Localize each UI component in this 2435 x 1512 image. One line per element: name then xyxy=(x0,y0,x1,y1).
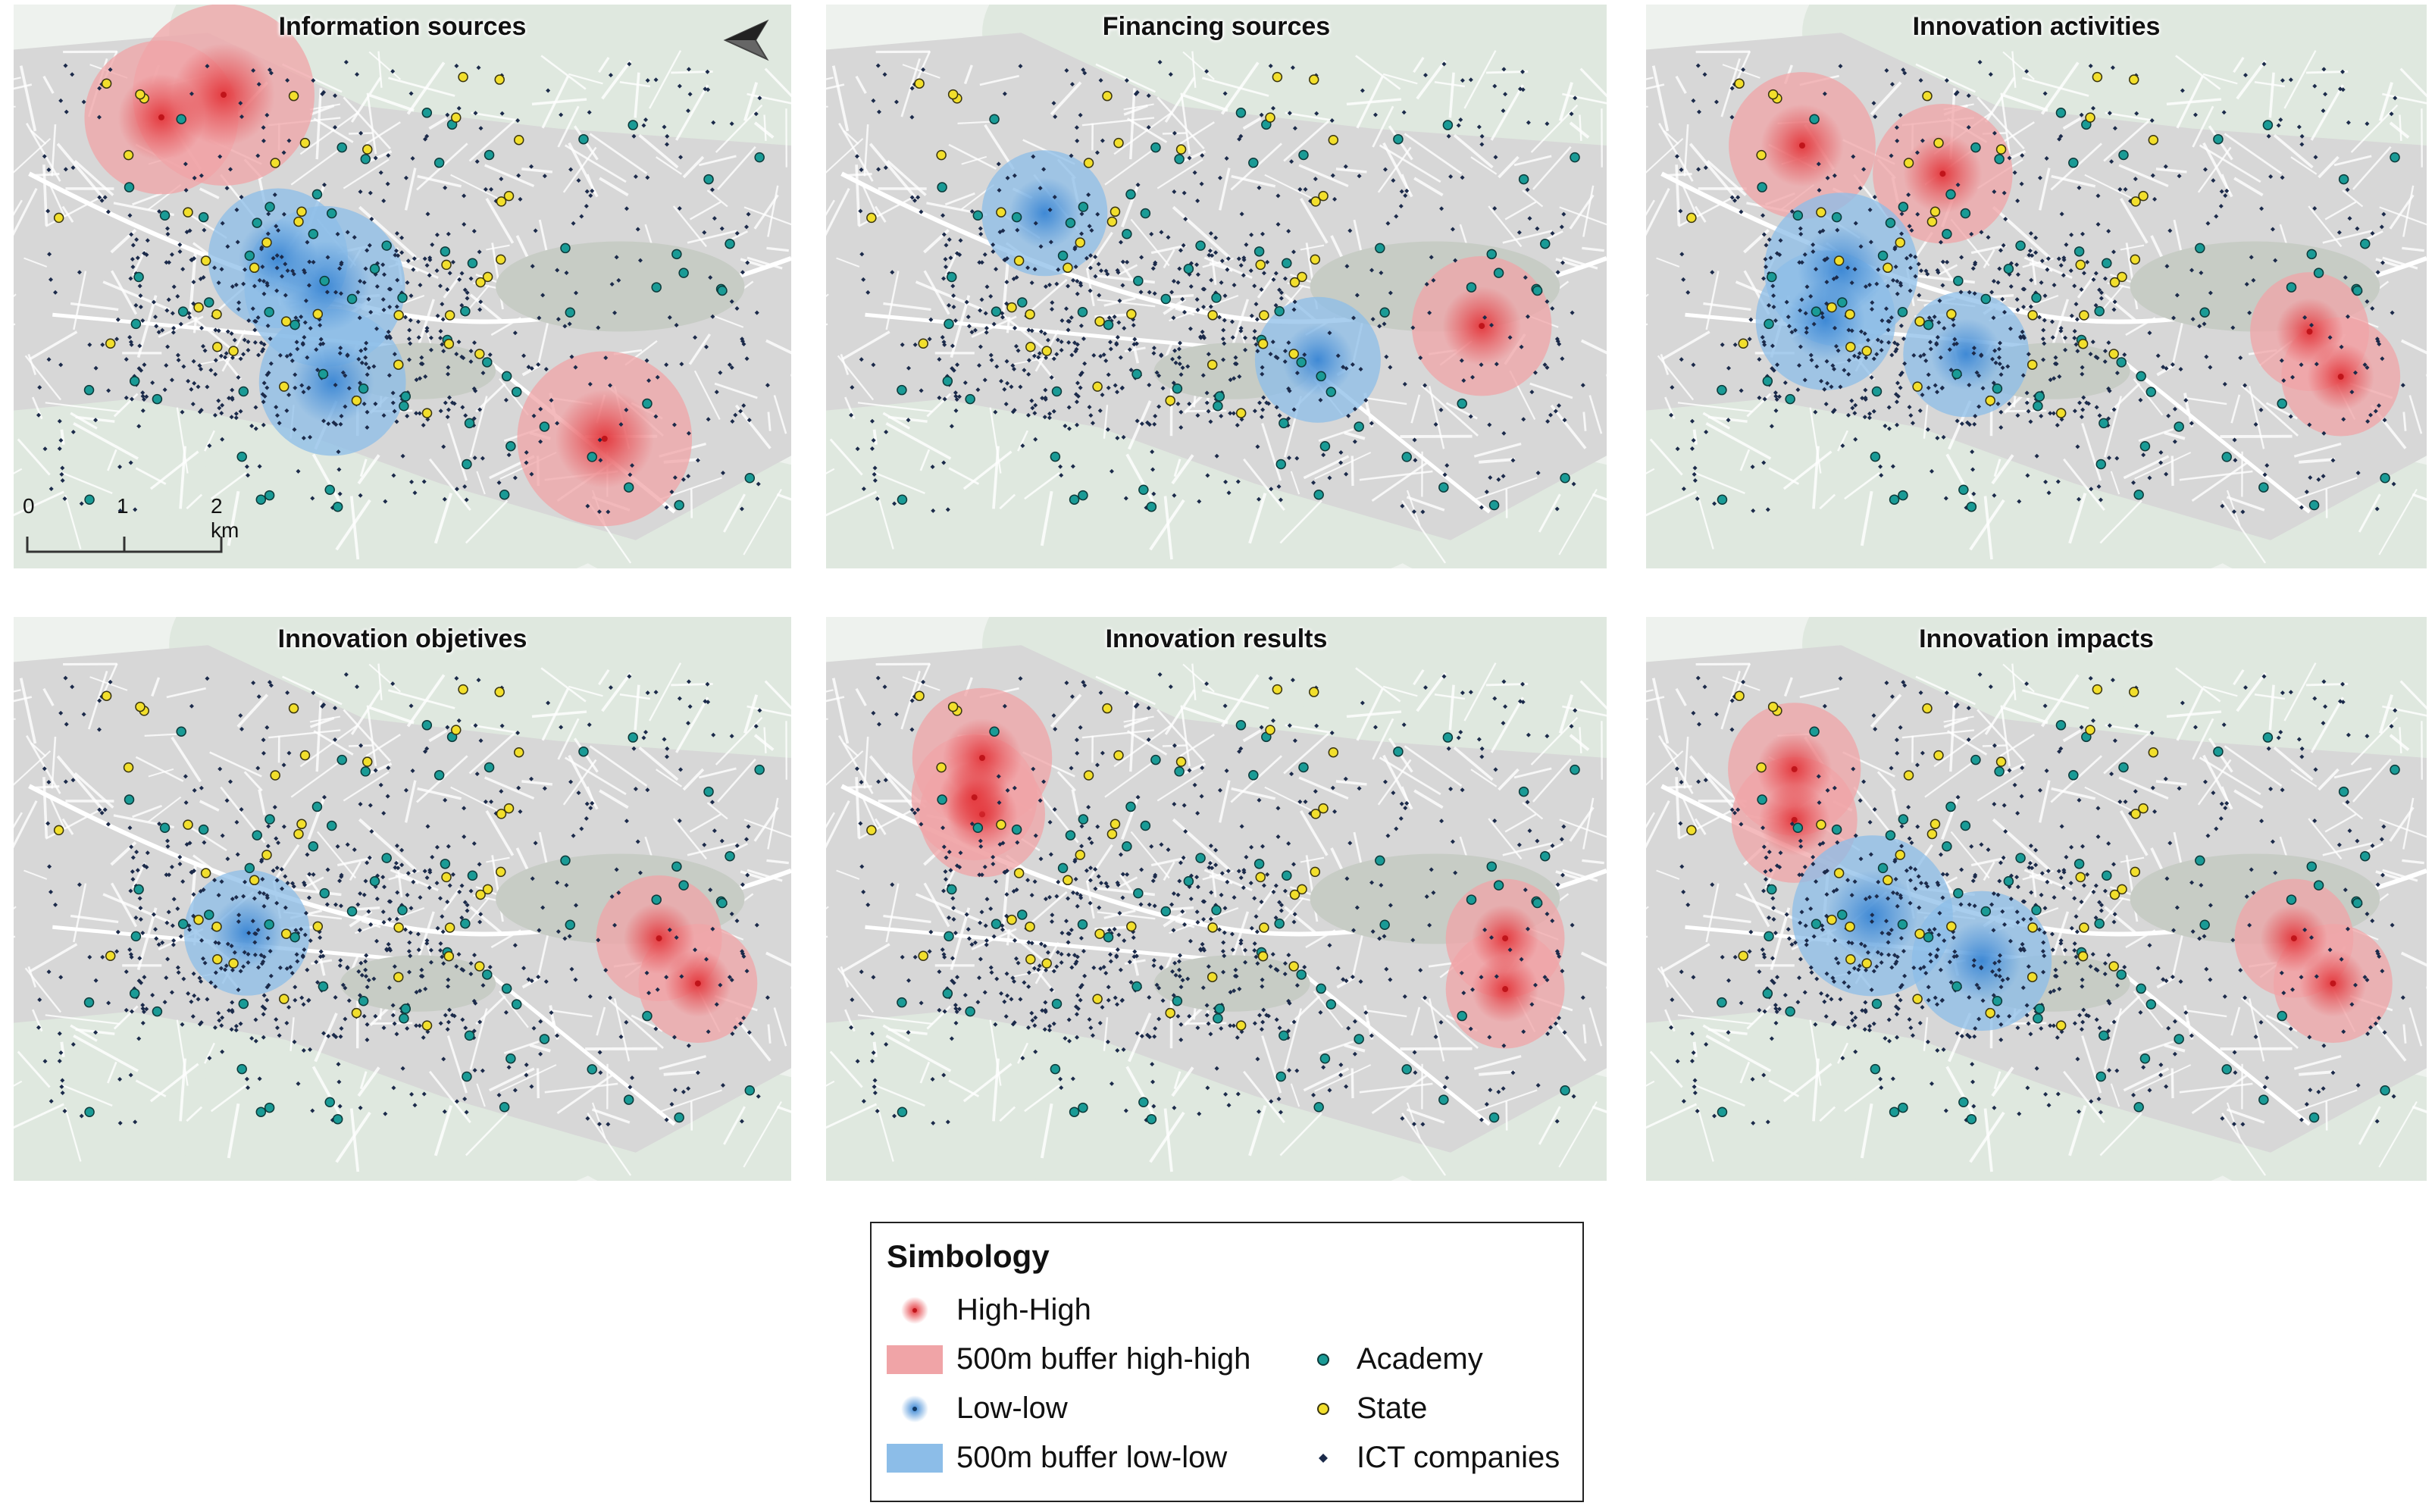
legend-box: Simbology High-High 500m buffer high-hig… xyxy=(870,1222,1584,1502)
academy-points xyxy=(897,720,1580,1125)
map-panel-innovation-results: Innovation results xyxy=(826,617,1607,1181)
basemap xyxy=(1646,617,2427,1181)
legend-item-academy: Academy xyxy=(1308,1342,1483,1376)
academy-points xyxy=(1717,108,2400,512)
low-low-hotspot xyxy=(279,241,371,332)
academy-points xyxy=(897,108,1580,512)
map-panel-innovation-objetives: Innovation objetives xyxy=(14,617,791,1181)
legend-title: Simbology xyxy=(887,1238,1050,1274)
map-canvas xyxy=(14,5,791,568)
legend-label: 500m buffer high-high xyxy=(956,1342,1251,1376)
state-point-icon xyxy=(1308,1395,1338,1423)
ict-company-points xyxy=(849,59,1585,515)
academy-point-icon xyxy=(1308,1345,1338,1374)
scale-tick-1: 1 xyxy=(117,494,129,518)
legend-item-buffer-low-low: 500m buffer low-low xyxy=(887,1441,1227,1475)
legend-label: State xyxy=(1357,1391,1428,1425)
basemap xyxy=(826,5,1607,568)
ict-company-point-icon xyxy=(1308,1444,1338,1473)
map-canvas xyxy=(1646,5,2427,568)
panel-title: Innovation objetives xyxy=(277,625,527,653)
low-low-hotspot-icon xyxy=(887,1395,943,1423)
legend-label: High-High xyxy=(956,1293,1091,1326)
map-panel-innovation-impacts: Innovation impacts xyxy=(1646,617,2427,1181)
panel-title: Innovation impacts xyxy=(1919,625,2154,653)
state-points xyxy=(53,71,524,418)
legend-label: Academy xyxy=(1357,1342,1483,1376)
panel-title: Information sources xyxy=(278,12,527,41)
buffer-low-low-swatch xyxy=(887,1443,943,1473)
academy-points xyxy=(83,108,765,512)
map-canvas xyxy=(826,617,1607,1181)
map-canvas xyxy=(14,617,791,1181)
academy-points xyxy=(1717,720,2400,1125)
state-points xyxy=(53,684,524,1031)
legend-item-ict-companies: ICT companies xyxy=(1308,1441,1560,1475)
legend-label: 500m buffer low-low xyxy=(956,1441,1228,1474)
legend-label: Low-low xyxy=(956,1391,1068,1425)
map-panel-information-sources: Information sources 0 1 2 km xyxy=(14,5,791,568)
high-high-hotspot-icon xyxy=(887,1296,943,1325)
scale-tick-0: 0 xyxy=(23,494,35,518)
map-canvas xyxy=(1646,617,2427,1181)
map-canvas xyxy=(826,5,1607,568)
panel-title: Financing sources xyxy=(1102,12,1331,41)
legend-item-buffer-high-high: 500m buffer high-high xyxy=(887,1342,1250,1376)
state-points xyxy=(866,71,1339,418)
legend-item-low-low: Low-low xyxy=(887,1391,1068,1426)
state-points xyxy=(1686,71,2159,418)
legend-label: ICT companies xyxy=(1357,1441,1560,1474)
ict-company-points xyxy=(36,59,770,515)
scale-tick-2: 2 km xyxy=(211,494,239,542)
state-points xyxy=(866,684,1339,1031)
map-panel-financing-sources: Financing sources xyxy=(826,5,1607,568)
low-low-hotspot xyxy=(1930,318,2002,390)
ict-company-points xyxy=(1669,59,2405,515)
scale-bar: 0 1 2 km xyxy=(20,494,239,562)
panel-title: Innovation results xyxy=(1105,625,1328,653)
map-panel-innovation-activities: Innovation activities xyxy=(1646,5,2427,568)
state-points xyxy=(1686,684,2159,1031)
legend-item-state: State xyxy=(1308,1391,1427,1426)
panel-title: Innovation activities xyxy=(1912,12,2161,41)
legend-item-high-high: High-High xyxy=(887,1293,1091,1327)
low-low-hotspot xyxy=(1282,324,1354,396)
ict-company-points xyxy=(849,671,1585,1127)
buffer-high-high-swatch xyxy=(887,1345,943,1374)
ict-company-points xyxy=(36,671,770,1127)
low-low-hotspot xyxy=(1009,177,1081,249)
basemap xyxy=(14,617,791,1181)
north-arrow-icon xyxy=(723,19,769,61)
